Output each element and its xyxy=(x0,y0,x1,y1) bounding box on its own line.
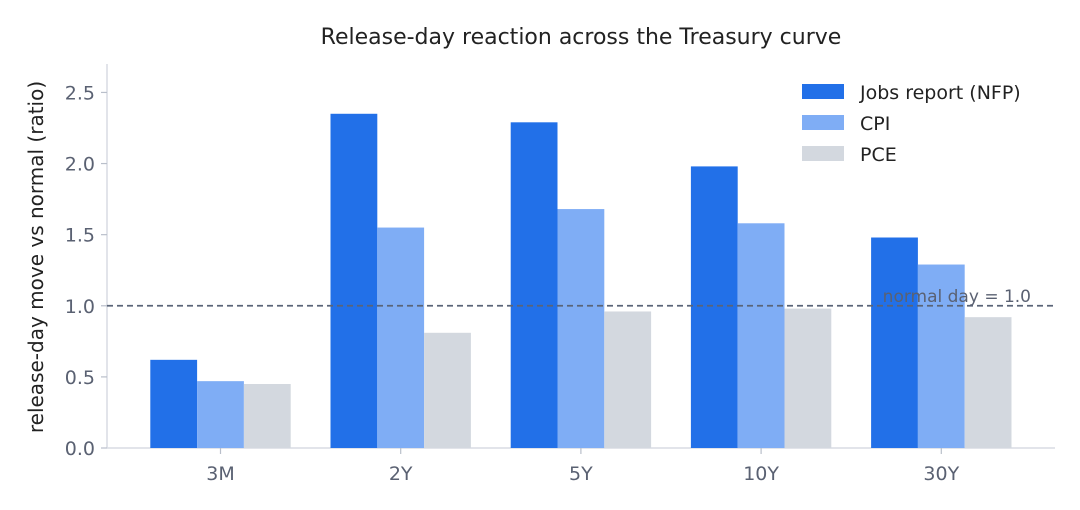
x-tick-label: 2Y xyxy=(389,463,413,485)
bar-2y-series-2 xyxy=(424,332,471,448)
y-axis-ticks: 0.0 0.5 1.0 1.5 2.0 2.5 xyxy=(65,82,107,460)
y-tick-label: 0.0 xyxy=(65,438,95,460)
legend-swatch xyxy=(802,146,844,161)
legend-label: CPI xyxy=(860,113,890,135)
y-axis-label: release-day move vs normal (ratio) xyxy=(24,81,48,433)
bars xyxy=(150,113,1012,449)
legend-label: PCE xyxy=(860,144,897,166)
x-tick-label: 30Y xyxy=(923,463,959,485)
bar-30y-series-1 xyxy=(917,264,965,448)
bar-30y-series-0 xyxy=(871,237,918,448)
legend-label: Jobs report (NFP) xyxy=(859,82,1021,104)
y-tick-label: 2.0 xyxy=(65,154,95,176)
y-tick-label: 0.5 xyxy=(65,367,95,389)
reference-line-label: normal day = 1.0 xyxy=(883,287,1031,307)
bar-2y-series-0 xyxy=(330,113,378,449)
legend: Jobs report (NFP) CPI PCE xyxy=(802,82,1021,166)
chart-title: Release-day reaction across the Treasury… xyxy=(321,25,842,50)
bar-30y-series-2 xyxy=(964,317,1012,448)
y-tick-label: 1.5 xyxy=(65,225,95,247)
bar-10y-series-1 xyxy=(737,223,785,448)
reference-line-group: normal day = 1.0 xyxy=(107,287,1055,307)
bar-5y-series-1 xyxy=(557,209,605,448)
bar-2y-series-1 xyxy=(377,227,425,448)
x-tick-label: 3M xyxy=(206,463,234,485)
legend-swatch xyxy=(802,84,844,99)
legend-swatch xyxy=(802,115,844,130)
bar-10y-series-2 xyxy=(784,308,832,448)
bar-10y-series-0 xyxy=(690,166,738,448)
bar-3m-series-2 xyxy=(243,384,291,448)
y-tick-label: 2.5 xyxy=(65,82,95,104)
bar-5y-series-0 xyxy=(510,122,558,449)
x-tick-label: 5Y xyxy=(569,463,593,485)
bar-3m-series-0 xyxy=(150,359,198,448)
bar-3m-series-1 xyxy=(197,381,244,448)
x-tick-label: 10Y xyxy=(743,463,779,485)
x-axis-ticks: 3M 2Y 5Y 10Y 30Y xyxy=(206,448,960,485)
y-tick-label: 1.0 xyxy=(65,296,95,318)
bar-5y-series-2 xyxy=(604,311,652,448)
